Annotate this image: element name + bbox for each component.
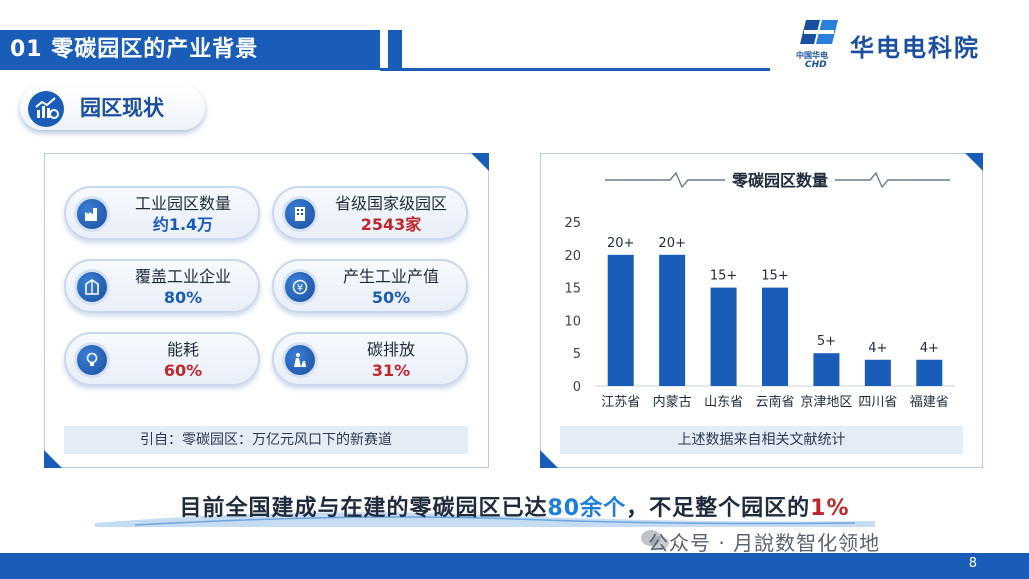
bar bbox=[710, 287, 737, 386]
bar-data-label: 15+ bbox=[761, 269, 788, 284]
source-citation: 引自：零碳园区：万亿元风口下的新赛道 bbox=[64, 426, 468, 454]
stat-card-energy-consumption: 能耗 60% bbox=[64, 332, 260, 386]
chart-title: 零碳园区数量 bbox=[731, 171, 828, 190]
header-bar bbox=[0, 30, 380, 70]
summary-statement: 目前全国建成与在建的零碳园区已达80余个，不足整个园区的1% bbox=[0, 490, 1029, 522]
panel-corner-decoration bbox=[44, 450, 62, 468]
organization-name: 华电电科院 bbox=[850, 34, 980, 62]
bar bbox=[762, 287, 788, 386]
chart-source-note: 上述数据来自相关文献统计 bbox=[560, 426, 963, 454]
stat-label: 覆盖工业企业 bbox=[134, 267, 231, 286]
bar-data-label: 20+ bbox=[607, 236, 634, 251]
bar-data-label: 4+ bbox=[920, 341, 939, 356]
summary-highlight-percent: 1% bbox=[810, 496, 850, 521]
stat-label: 能耗 bbox=[166, 340, 199, 359]
enterprise-building-icon bbox=[74, 269, 110, 305]
panel-corner-decoration bbox=[965, 153, 983, 171]
y-tick-label: 5 bbox=[573, 347, 581, 362]
page-title: 01 零碳园区的产业背景 bbox=[10, 37, 259, 62]
stat-value: 2543家 bbox=[360, 215, 422, 234]
chd-logo-icon bbox=[800, 20, 838, 44]
stat-card-industrial-output: ¥ 产生工业产值 50% bbox=[272, 259, 468, 313]
y-tick-label: 10 bbox=[564, 314, 581, 329]
stat-value: 约1.4万 bbox=[152, 215, 214, 234]
stat-value: 80% bbox=[163, 288, 203, 307]
y-tick-label: 25 bbox=[564, 216, 581, 231]
bar-data-label: 15+ bbox=[710, 269, 737, 284]
page-number: 8 bbox=[968, 556, 977, 571]
y-tick-label: 15 bbox=[564, 282, 581, 297]
stat-value: 31% bbox=[371, 361, 411, 380]
summary-part: ，不足整个园区的 bbox=[626, 496, 811, 521]
x-tick-label: 云南省 bbox=[755, 394, 794, 410]
svg-text:¥: ¥ bbox=[297, 283, 303, 294]
stat-card-parks-count: 工业园区数量 约1.4万 bbox=[64, 186, 260, 240]
header-accent bbox=[388, 30, 402, 70]
bar-data-label: 20+ bbox=[658, 236, 685, 251]
bar-chart: 零碳园区数量 0 5 10 15 20 25 20+ 江苏省 20+ 内蒙古 15+ 山东省 15+ 云南省… bbox=[564, 171, 955, 410]
bottom-wave-decoration bbox=[95, 512, 875, 527]
logo-english-text: CHD bbox=[805, 60, 827, 70]
summary-part: 目前全国建成与在建的零碳园区已达 bbox=[179, 496, 548, 521]
stat-value: 50% bbox=[371, 288, 411, 307]
lightbulb-icon bbox=[74, 342, 110, 378]
panel-corner-decoration bbox=[540, 450, 558, 468]
watermark-text: 公众号 · 月說数智化领地 bbox=[648, 531, 881, 555]
panel-corner-decoration bbox=[471, 153, 489, 171]
logo-chinese-text: 中国华电 bbox=[796, 51, 828, 60]
x-tick-label: 京津地区 bbox=[800, 395, 852, 410]
bar bbox=[659, 254, 686, 386]
x-tick-label: 福建省 bbox=[910, 395, 949, 410]
factory-emission-icon bbox=[282, 342, 318, 378]
title-decoration-right bbox=[835, 171, 950, 189]
y-tick-label: 20 bbox=[564, 249, 581, 264]
x-tick-label: 山东省 bbox=[704, 395, 743, 410]
footer-bar bbox=[0, 553, 1029, 579]
stat-label: 工业园区数量 bbox=[134, 194, 231, 213]
stat-label: 碳排放 bbox=[366, 340, 415, 359]
wechat-icon bbox=[641, 530, 669, 550]
stat-card-national-parks: 省级国家级园区 2543家 bbox=[272, 186, 468, 240]
growth-chart-icon bbox=[28, 91, 64, 127]
bar bbox=[916, 359, 943, 386]
summary-highlight-count: 80余个 bbox=[547, 496, 627, 521]
stat-card-carbon-emission: 碳排放 31% bbox=[272, 332, 468, 386]
stat-value: 60% bbox=[163, 361, 203, 380]
bar bbox=[813, 353, 840, 386]
bar bbox=[607, 254, 634, 386]
stat-label: 产生工业产值 bbox=[342, 267, 439, 286]
y-tick-label: 0 bbox=[573, 380, 581, 395]
bar-data-label: 5+ bbox=[817, 334, 836, 349]
stat-card-enterprise-coverage: 覆盖工业企业 80% bbox=[64, 259, 260, 313]
header-underline bbox=[380, 68, 770, 71]
bar-data-label: 4+ bbox=[868, 341, 887, 356]
yuan-coin-icon: ¥ bbox=[282, 269, 318, 305]
title-decoration-left bbox=[605, 171, 725, 189]
x-tick-label: 四川省 bbox=[858, 395, 897, 410]
bar bbox=[864, 359, 891, 386]
section-title: 园区现状 bbox=[80, 96, 164, 120]
x-tick-label: 内蒙古 bbox=[653, 394, 692, 410]
x-tick-label: 江苏省 bbox=[601, 394, 640, 410]
building-icon bbox=[282, 196, 318, 232]
factory-icon bbox=[74, 196, 110, 232]
stat-label: 省级国家级园区 bbox=[334, 194, 447, 213]
